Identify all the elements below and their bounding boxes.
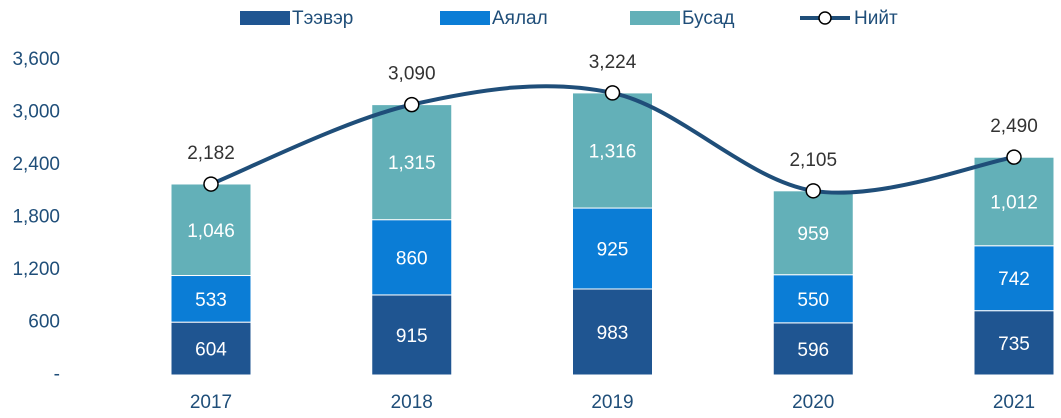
bar-segment bbox=[973, 156, 1055, 247]
x-tick-label: 2021 bbox=[993, 392, 1035, 413]
x-tick-label: 2018 bbox=[391, 392, 433, 413]
total-marker bbox=[404, 96, 420, 113]
data-label: 1,316 bbox=[589, 141, 637, 162]
data-label: 860 bbox=[396, 248, 428, 269]
data-label: 550 bbox=[797, 290, 829, 311]
data-label: 915 bbox=[396, 326, 428, 347]
legend-label: Нийт bbox=[854, 8, 898, 29]
data-label: 533 bbox=[195, 290, 227, 311]
total-label: 3,090 bbox=[388, 64, 436, 85]
bar-segment bbox=[772, 190, 854, 276]
data-label: 1,012 bbox=[990, 193, 1038, 214]
data-label: 596 bbox=[797, 340, 829, 361]
total-marker bbox=[805, 183, 821, 199]
legend-swatch bbox=[630, 11, 680, 25]
bar-segment bbox=[371, 104, 453, 221]
total-marker bbox=[1006, 149, 1022, 165]
y-tick-label: 3,000 bbox=[12, 102, 60, 123]
bar-segment bbox=[973, 245, 1055, 312]
total-label: 3,224 bbox=[589, 52, 637, 73]
y-tick-label: - bbox=[54, 364, 60, 385]
legend-swatch bbox=[440, 11, 490, 25]
y-tick-label: 1,800 bbox=[12, 207, 60, 228]
y-tick-label: 2,400 bbox=[12, 154, 60, 175]
bar-segment bbox=[572, 207, 653, 290]
bar-segment bbox=[170, 275, 252, 323]
x-tick-label: 2017 bbox=[190, 392, 232, 413]
bar-segment bbox=[973, 310, 1055, 376]
bar-segment bbox=[772, 322, 854, 376]
legend-swatch bbox=[240, 11, 290, 25]
bar-segment bbox=[572, 92, 653, 209]
bar-segment bbox=[371, 219, 453, 296]
legend-label: Бусад bbox=[682, 8, 735, 29]
data-label: 959 bbox=[797, 224, 829, 245]
data-label: 735 bbox=[998, 334, 1030, 355]
y-tick-label: 1,200 bbox=[12, 259, 60, 280]
total-label: 2,490 bbox=[990, 116, 1038, 137]
bar-segment bbox=[170, 321, 252, 376]
total-marker bbox=[203, 176, 219, 192]
x-tick-label: 2019 bbox=[591, 392, 633, 413]
y-tick-label: 3,600 bbox=[12, 49, 60, 70]
legend-label: Тээвэр bbox=[292, 8, 353, 29]
y-tick-label: 600 bbox=[28, 312, 60, 333]
data-label: 604 bbox=[195, 340, 227, 361]
data-label: 925 bbox=[597, 240, 629, 261]
data-label: 983 bbox=[597, 323, 629, 344]
total-marker bbox=[604, 85, 621, 101]
data-label: 742 bbox=[998, 269, 1030, 290]
total-label: 2,182 bbox=[187, 143, 235, 164]
bar-segment bbox=[371, 294, 453, 376]
legend-label: Аялал bbox=[492, 8, 548, 29]
x-tick-label: 2020 bbox=[792, 392, 834, 413]
total-label: 2,105 bbox=[789, 150, 837, 171]
legend-marker bbox=[818, 11, 832, 25]
bar-segment bbox=[170, 183, 252, 277]
bar-segment bbox=[772, 274, 854, 324]
data-label: 1,315 bbox=[388, 153, 436, 174]
data-label: 1,046 bbox=[187, 221, 235, 242]
